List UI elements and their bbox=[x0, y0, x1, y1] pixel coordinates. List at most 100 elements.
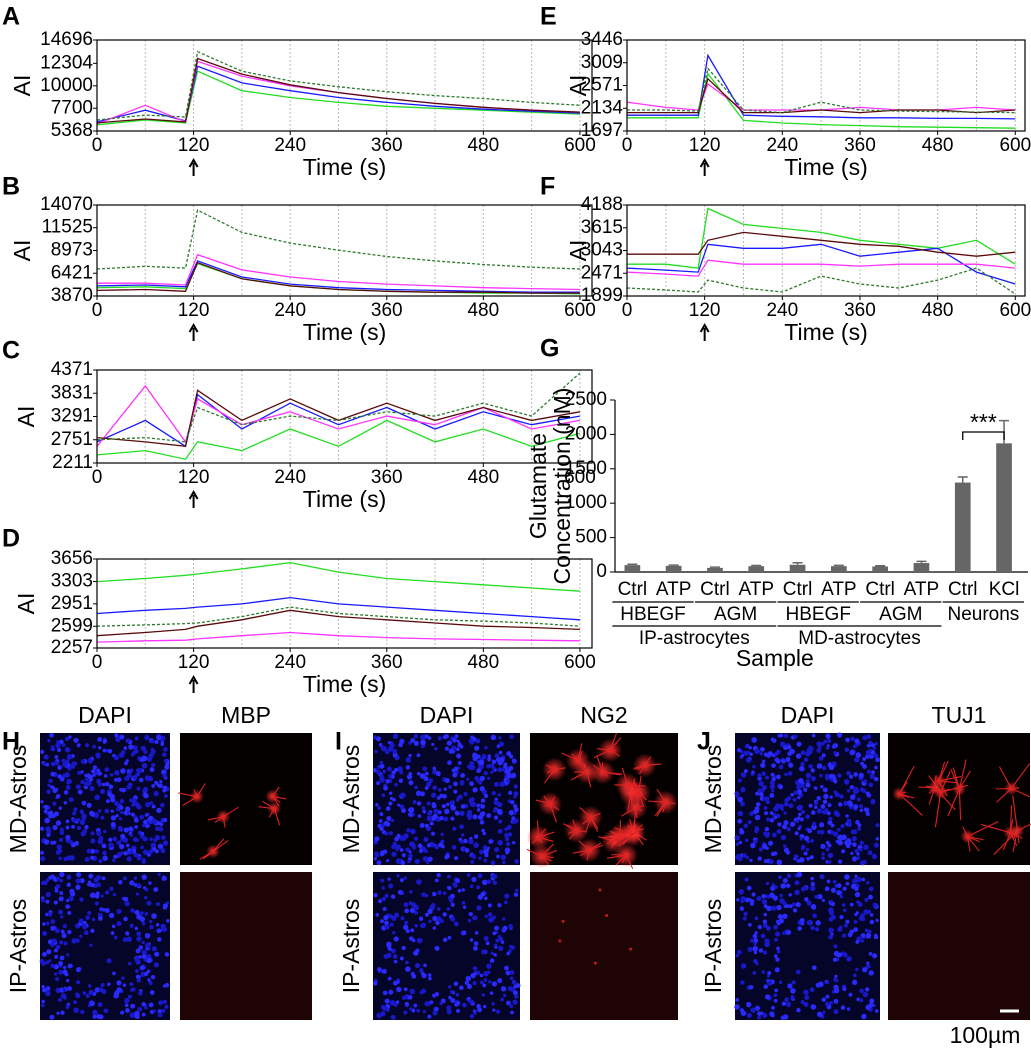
nucleus bbox=[424, 849, 429, 854]
nucleus bbox=[778, 764, 784, 770]
nucleus bbox=[748, 984, 754, 990]
y-tick-label: 0 bbox=[596, 561, 607, 582]
micrograph-bg bbox=[373, 872, 520, 1020]
nucleus bbox=[490, 734, 497, 741]
stain-process bbox=[272, 795, 281, 803]
nucleus bbox=[769, 793, 775, 798]
plot-background bbox=[97, 559, 592, 648]
nucleus bbox=[484, 896, 488, 901]
nucleus bbox=[828, 907, 834, 913]
stain-process bbox=[577, 750, 583, 761]
nucleus bbox=[444, 734, 449, 739]
stain-process bbox=[199, 850, 214, 860]
nucleus bbox=[783, 733, 789, 738]
nucleus bbox=[843, 923, 849, 928]
nucleus bbox=[152, 820, 157, 825]
nucleus bbox=[776, 904, 782, 911]
nucleus bbox=[778, 875, 782, 880]
nucleus bbox=[868, 1002, 874, 1008]
nucleus bbox=[833, 998, 839, 1004]
nucleus bbox=[457, 742, 462, 746]
nucleus bbox=[81, 923, 88, 930]
nucleus bbox=[451, 768, 456, 773]
nucleus bbox=[375, 913, 380, 917]
nucleus bbox=[482, 831, 486, 836]
nucleus bbox=[379, 850, 385, 856]
nucleus bbox=[502, 925, 508, 931]
nucleus bbox=[765, 796, 770, 801]
nucleus bbox=[389, 999, 396, 1006]
nucleus bbox=[427, 736, 432, 740]
nucleus bbox=[828, 816, 833, 822]
nucleus bbox=[98, 858, 103, 864]
stain-process bbox=[549, 803, 557, 823]
nucleus bbox=[852, 842, 857, 847]
x-tick-label: 0 bbox=[92, 652, 103, 673]
nucleus bbox=[116, 777, 122, 783]
nucleus bbox=[469, 884, 474, 889]
nucleus bbox=[392, 797, 396, 802]
nucleus bbox=[56, 794, 61, 799]
nucleus bbox=[59, 940, 64, 945]
nucleus bbox=[816, 748, 822, 753]
nucleus bbox=[435, 920, 440, 926]
nucleus bbox=[456, 753, 462, 759]
nucleus bbox=[791, 980, 796, 985]
nucleus bbox=[92, 765, 98, 770]
nucleus bbox=[509, 754, 514, 759]
nucleus bbox=[54, 888, 59, 893]
nucleus bbox=[409, 890, 413, 894]
nucleus bbox=[62, 987, 67, 992]
nucleus bbox=[157, 1012, 163, 1018]
nucleus bbox=[837, 839, 843, 846]
trace bbox=[627, 207, 1016, 269]
x-tick-label: 480 bbox=[467, 300, 499, 321]
nucleus bbox=[63, 790, 69, 795]
nucleus bbox=[59, 837, 64, 842]
nucleus bbox=[843, 908, 847, 912]
nucleus bbox=[825, 981, 830, 985]
nucleus bbox=[129, 798, 134, 803]
nucleus bbox=[406, 828, 411, 833]
nucleus bbox=[58, 961, 63, 966]
nucleus bbox=[851, 979, 858, 985]
nucleus bbox=[454, 810, 460, 816]
nucleus bbox=[803, 851, 808, 856]
nucleus bbox=[89, 892, 96, 899]
stain-process bbox=[925, 785, 935, 789]
nucleus bbox=[434, 747, 438, 751]
stain-process bbox=[952, 767, 960, 790]
nucleus bbox=[830, 830, 834, 835]
nucleus bbox=[457, 761, 462, 765]
nucleus bbox=[372, 735, 378, 740]
nucleus bbox=[419, 848, 423, 852]
nucleus bbox=[68, 797, 74, 803]
nucleus bbox=[455, 878, 460, 883]
nucleus bbox=[54, 755, 59, 759]
nucleus bbox=[783, 811, 787, 815]
trace bbox=[627, 72, 1016, 129]
nucleus bbox=[491, 1002, 495, 1006]
nucleus bbox=[411, 974, 417, 979]
nucleus bbox=[469, 802, 475, 807]
nucleus bbox=[384, 998, 390, 1004]
y-tick-label: 1000 bbox=[565, 492, 607, 513]
nucleus bbox=[497, 839, 503, 846]
nucleus bbox=[160, 848, 166, 854]
nucleus bbox=[746, 1001, 752, 1008]
stain-process bbox=[1010, 763, 1031, 789]
nucleus bbox=[43, 809, 48, 814]
nucleus bbox=[474, 775, 480, 781]
nucleus bbox=[109, 772, 114, 777]
nucleus bbox=[105, 781, 110, 787]
stain-process bbox=[271, 786, 280, 797]
y-tick-label: 3831 bbox=[51, 382, 93, 403]
nucleus bbox=[408, 772, 413, 776]
nucleus bbox=[404, 1001, 409, 1007]
nucleus bbox=[466, 777, 470, 781]
nucleus bbox=[427, 908, 433, 914]
nucleus bbox=[76, 980, 81, 985]
nucleus bbox=[739, 829, 745, 835]
nucleus bbox=[142, 849, 149, 855]
nucleus bbox=[89, 943, 93, 947]
